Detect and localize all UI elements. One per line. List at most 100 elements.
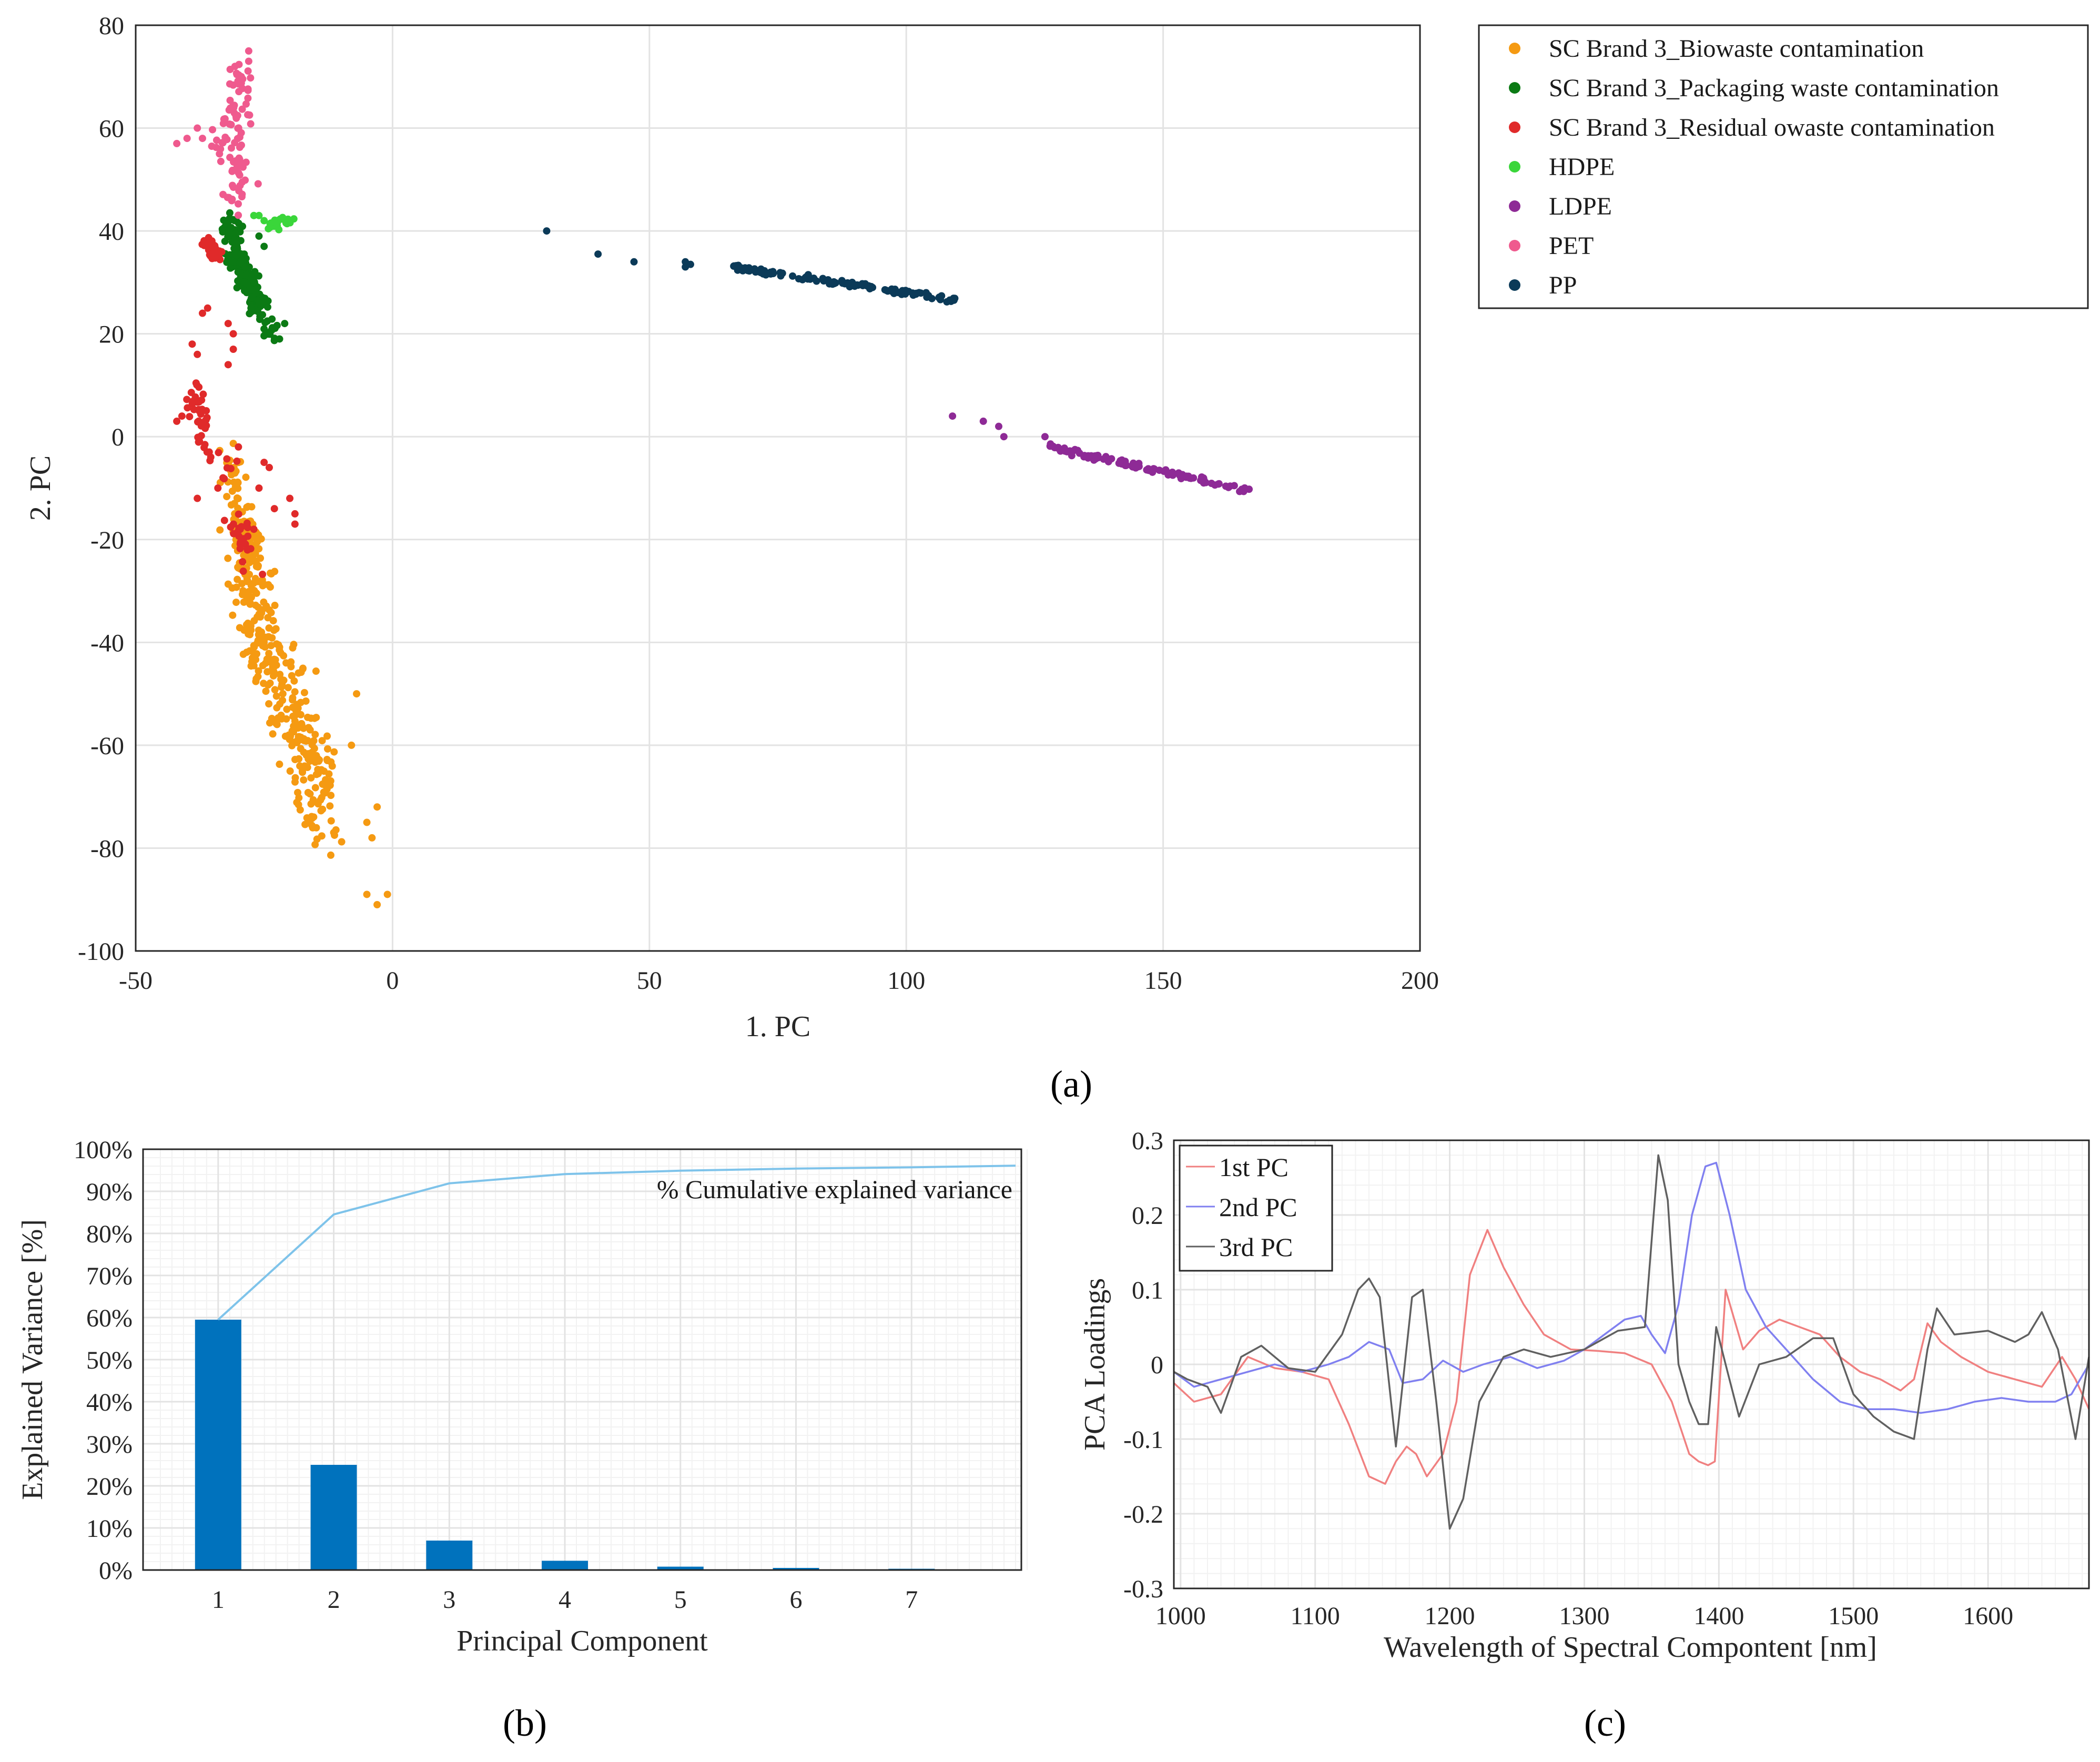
point-sc-brand-3-packaging-waste-contamination <box>248 294 256 302</box>
point-pp <box>858 280 866 288</box>
point-sc-brand-3-biowaste-contamination <box>373 901 381 908</box>
point-sc-brand-3-biowaste-contamination <box>229 611 237 619</box>
point-pet <box>208 143 216 150</box>
point-sc-brand-3-biowaste-contamination <box>260 598 268 606</box>
point-sc-brand-3-residual-owaste-contamination <box>194 494 201 502</box>
panel-b-label: (b) <box>503 1702 547 1744</box>
point-sc-brand-3-packaging-waste-contamination <box>254 308 262 316</box>
point-sc-brand-3-packaging-waste-contamination <box>281 320 289 328</box>
point-sc-brand-3-biowaste-contamination <box>247 582 255 590</box>
point-sc-brand-3-biowaste-contamination <box>323 732 331 740</box>
x-tick-label: 200 <box>1401 967 1439 995</box>
point-pp <box>897 288 905 296</box>
point-sc-brand-3-residual-owaste-contamination <box>195 383 203 391</box>
point-sc-brand-3-biowaste-contamination <box>294 724 302 732</box>
point-sc-brand-3-biowaste-contamination <box>297 733 305 741</box>
point-sc-brand-3-biowaste-contamination <box>306 790 314 798</box>
legend-label-2nd-pc: 2nd PC <box>1219 1192 1297 1222</box>
y-tick-label: -0.1 <box>1123 1426 1163 1454</box>
point-sc-brand-3-biowaste-contamination <box>276 761 283 768</box>
point-sc-brand-3-biowaste-contamination <box>327 817 335 825</box>
x-tick-label: 1600 <box>1963 1602 2013 1630</box>
cumulative-variance-line <box>217 1164 1016 1321</box>
point-ldpe <box>1081 452 1089 460</box>
point-sc-brand-3-residual-owaste-contamination <box>291 520 299 528</box>
panel-b-x-ticks: 1 2 3 4 5 6 7 <box>212 1586 918 1614</box>
y-tick-label: 20% <box>86 1473 133 1501</box>
x-tick-label: 3 <box>443 1586 455 1614</box>
panel-c-legend: 1st PC 2nd PC 3rd PC <box>1179 1145 1333 1272</box>
point-sc-brand-3-biowaste-contamination <box>269 617 277 625</box>
point-sc-brand-3-residual-owaste-contamination <box>239 568 247 575</box>
point-sc-brand-3-biowaste-contamination <box>264 614 272 622</box>
legend-entry-ldpe: LDPE <box>1509 193 1612 220</box>
point-sc-brand-3-biowaste-contamination <box>246 631 254 639</box>
point-pp <box>630 258 638 266</box>
point-pet <box>238 105 246 113</box>
point-ldpe <box>1176 472 1184 480</box>
point-sc-brand-3-packaging-waste-contamination <box>261 298 269 306</box>
point-sc-brand-3-biowaste-contamination <box>248 503 256 511</box>
point-pp <box>732 262 740 270</box>
point-ldpe <box>1117 457 1124 464</box>
point-sc-brand-3-residual-owaste-contamination <box>195 398 203 406</box>
point-sc-brand-3-packaging-waste-contamination <box>232 234 240 241</box>
line-2nd-pc <box>1173 1161 2090 1414</box>
point-sc-brand-3-residual-owaste-contamination <box>223 455 231 463</box>
y-tick-label: -20 <box>90 526 124 554</box>
point-sc-brand-3-biowaste-contamination <box>254 603 262 611</box>
point-sc-brand-3-residual-owaste-contamination <box>206 251 214 259</box>
point-sc-brand-3-biowaste-contamination <box>302 751 310 759</box>
line-3rd-pc <box>1173 1154 2090 1530</box>
point-sc-brand-3-packaging-waste-contamination <box>227 264 235 272</box>
point-sc-brand-3-residual-owaste-contamination <box>236 525 244 533</box>
point-sc-brand-3-biowaste-contamination <box>317 796 324 804</box>
point-sc-brand-3-biowaste-contamination <box>270 626 278 634</box>
panel-c-y-ticks: 0.3 0.2 0.1 0 -0.1 -0.2 -0.3 <box>1123 1127 1163 1603</box>
point-pet <box>244 67 252 75</box>
point-sc-brand-3-biowaste-contamination <box>255 667 262 675</box>
point-sc-brand-3-biowaste-contamination <box>326 782 334 789</box>
point-sc-brand-3-residual-owaste-contamination <box>237 539 245 546</box>
point-sc-brand-3-residual-owaste-contamination <box>188 340 196 348</box>
point-pet <box>225 106 233 114</box>
point-pet <box>233 164 241 172</box>
point-pet <box>227 121 235 129</box>
y-tick-label: -60 <box>90 732 124 760</box>
legend-entry-packaging: SC Brand 3_Packaging waste contamination <box>1509 74 1999 102</box>
point-sc-brand-3-residual-owaste-contamination <box>201 417 209 424</box>
point-ldpe <box>1143 466 1151 474</box>
point-sc-brand-3-residual-owaste-contamination <box>259 570 267 578</box>
point-sc-brand-3-biowaste-contamination <box>338 838 346 846</box>
point-sc-brand-3-biowaste-contamination <box>265 700 273 708</box>
panel-a-points <box>173 47 1253 908</box>
y-tick-label: 90% <box>86 1178 133 1206</box>
point-sc-brand-3-residual-owaste-contamination <box>286 494 294 502</box>
point-pet <box>247 120 255 128</box>
point-sc-brand-3-biowaste-contamination <box>284 684 292 692</box>
y-tick-label: 80% <box>86 1220 133 1248</box>
point-sc-brand-3-biowaste-contamination <box>232 599 240 606</box>
point-pet <box>218 139 226 147</box>
point-sc-brand-3-residual-owaste-contamination <box>205 240 212 248</box>
point-sc-brand-3-biowaste-contamination <box>283 705 291 713</box>
point-pet <box>229 81 237 89</box>
point-ldpe <box>1184 472 1192 480</box>
point-sc-brand-3-residual-owaste-contamination <box>195 438 202 446</box>
panel-c-line-chart: 1st PC 2nd PC 3rd PC 1000 1100 1200 1300 140… <box>1079 1127 2090 1744</box>
point-sc-brand-3-residual-owaste-contamination <box>235 443 242 451</box>
point-sc-brand-3-biowaste-contamination <box>308 741 316 749</box>
panel-c-frame <box>1173 1139 2090 1589</box>
point-ldpe <box>1100 455 1108 463</box>
point-sc-brand-3-packaging-waste-contamination <box>276 335 283 343</box>
point-sc-brand-3-biowaste-contamination <box>253 545 261 553</box>
point-sc-brand-3-biowaste-contamination <box>289 738 297 746</box>
point-pp <box>594 250 602 258</box>
point-hdpe <box>265 225 272 232</box>
y-tick-label: -100 <box>78 938 124 966</box>
point-sc-brand-3-residual-owaste-contamination <box>219 474 227 482</box>
point-sc-brand-3-biowaste-contamination <box>250 650 258 658</box>
point-pet <box>236 171 244 179</box>
point-sc-brand-3-residual-owaste-contamination <box>220 517 228 524</box>
point-sc-brand-3-biowaste-contamination <box>259 662 267 670</box>
